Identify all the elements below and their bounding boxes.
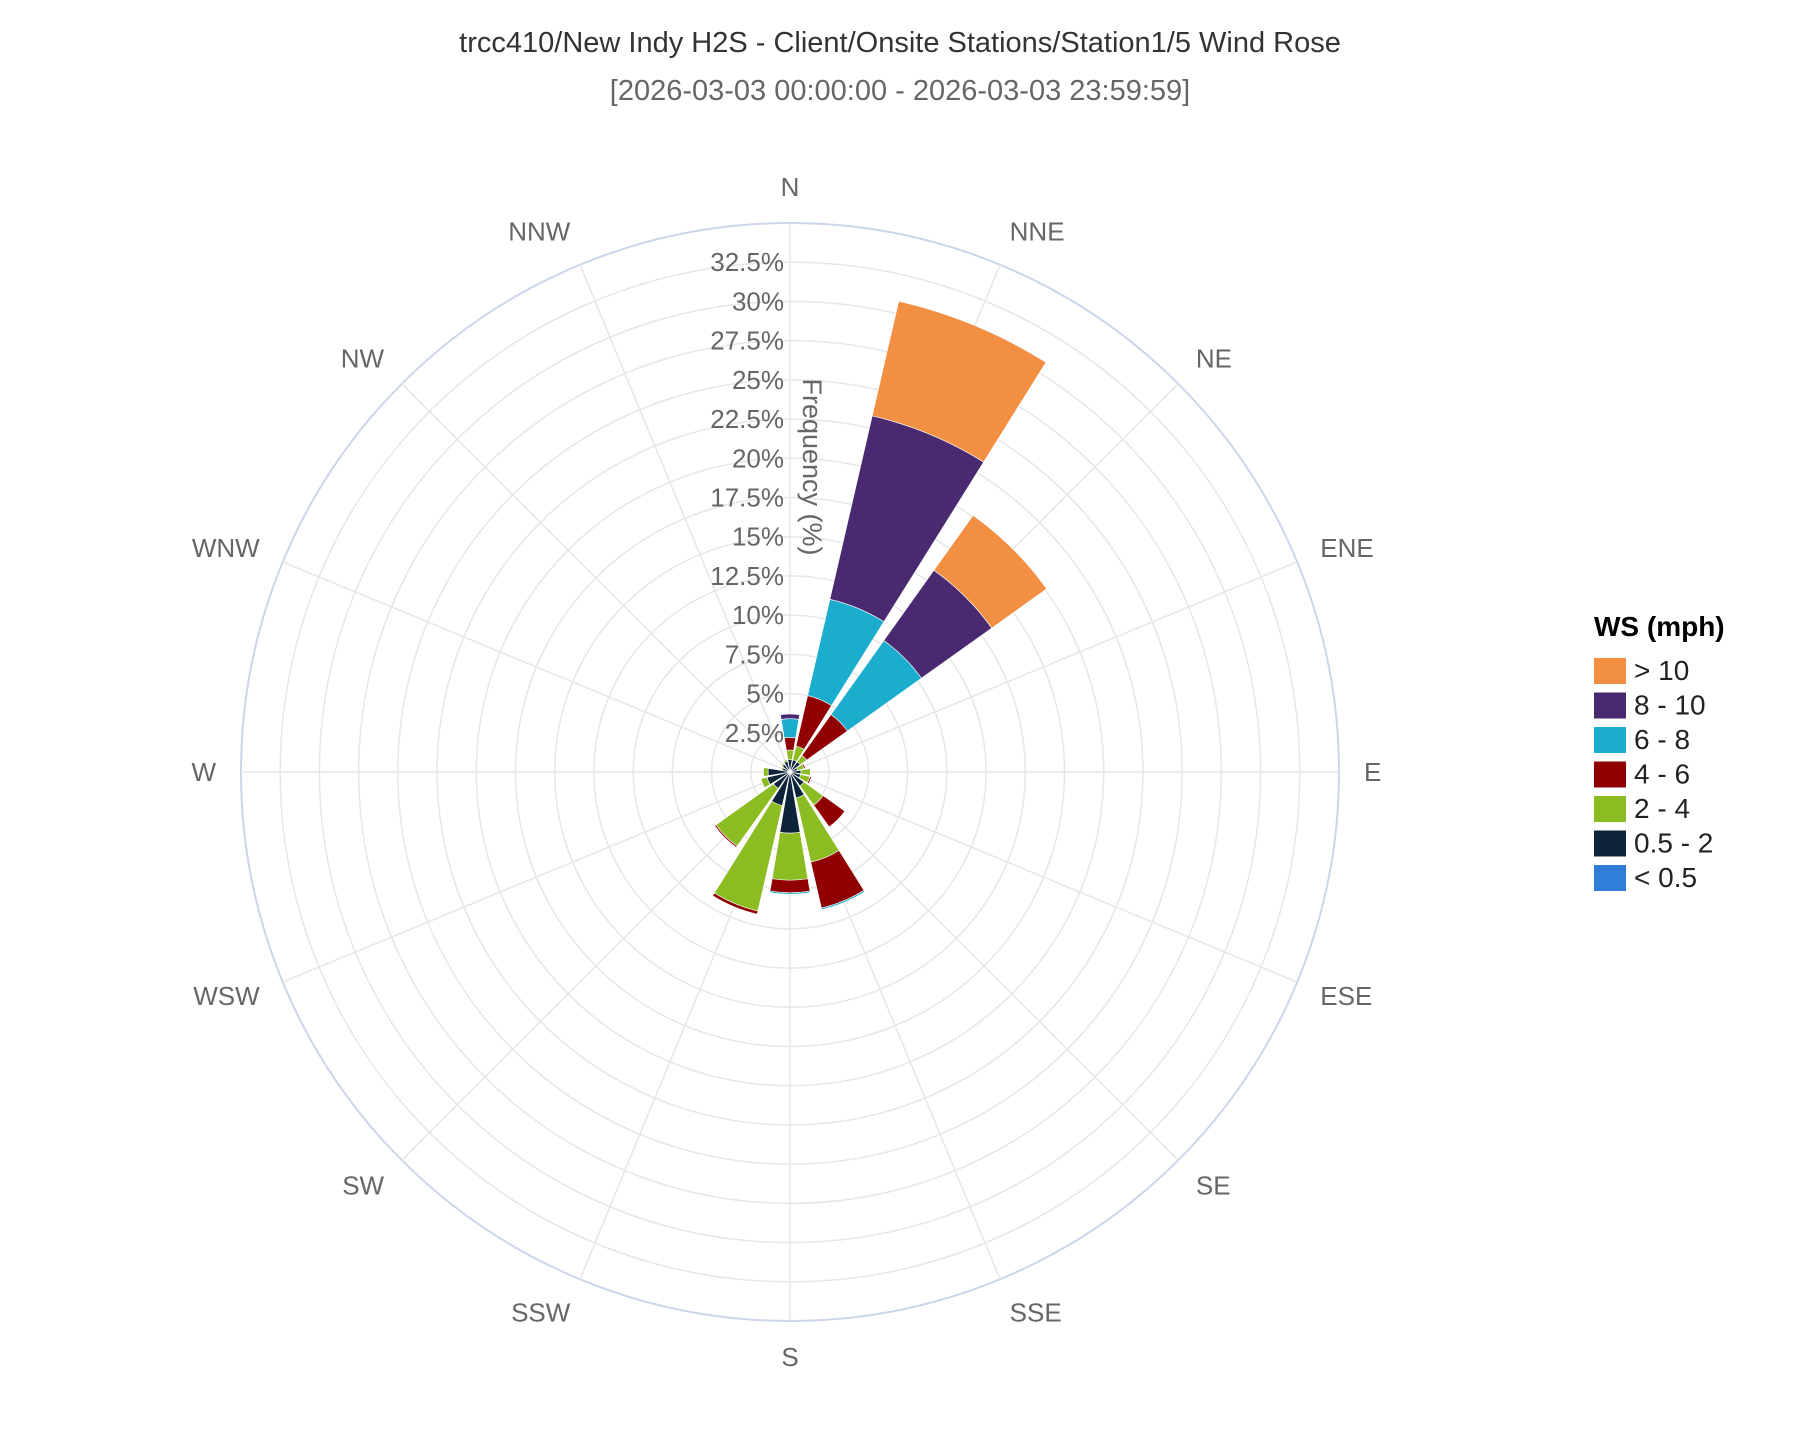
radial-tick-label: 32.5% (710, 247, 784, 277)
chart-title: trcc410/New Indy H2S - Client/Onsite Sta… (459, 27, 1341, 59)
direction-label-ssw: SSW (511, 1297, 571, 1327)
radial-tick-label: 25% (732, 365, 784, 395)
bar-n-8-10 (780, 713, 800, 720)
legend-swatch (1594, 761, 1626, 788)
legend-swatch (1594, 727, 1626, 753)
bar-nw-2-4 (780, 762, 785, 767)
spoke-wsw (282, 771, 791, 983)
radial-tick-label: 5% (746, 679, 784, 709)
legend-label: 6 - 8 (1634, 724, 1690, 755)
bar-wnw-2-4 (780, 766, 784, 771)
bar-sse-6-8 (821, 889, 866, 910)
bar-wsw-2-4 (760, 776, 771, 789)
bar-e-2-4 (800, 768, 811, 776)
legend-item-gt-10[interactable]: > 10 (1594, 655, 1689, 686)
spoke-nnw (579, 264, 791, 773)
direction-label-nw: NW (341, 343, 385, 373)
legend-swatch (1594, 692, 1626, 719)
spoke-ese (789, 771, 1298, 983)
radial-tick-label: 27.5% (710, 326, 784, 356)
bar-nne-gt-10 (871, 300, 1047, 463)
legend: WS (mph) > 10 8 - 106 - 8 4 - 62 - 4 0.5 - 2… (1594, 611, 1725, 893)
direction-label-se: SE (1196, 1171, 1231, 1201)
legend-label: 2 - 4 (1634, 793, 1690, 824)
radial-tick-label: 30% (732, 286, 784, 316)
legend-item-2-4[interactable]: 2 - 4 (1594, 793, 1690, 824)
bar-w-2-4 (763, 767, 769, 777)
legend-swatch (1594, 658, 1626, 684)
radial-tick-label: 20% (732, 443, 784, 473)
legend-swatch (1594, 865, 1626, 891)
legend-label: 8 - 10 (1634, 690, 1706, 721)
bar-ne-gt-10 (933, 514, 1048, 629)
radial-tick-label: 15% (732, 522, 784, 552)
legend-swatch (1594, 796, 1626, 822)
radial-tick-label: 7.5% (725, 639, 784, 669)
radial-tick-label: 10% (732, 600, 784, 630)
direction-label-nne: NNE (1010, 217, 1065, 247)
legend-label: 4 - 6 (1634, 759, 1690, 790)
spoke-wnw (282, 561, 791, 773)
radial-axis-title: Frequency (%) (797, 378, 827, 555)
direction-label-e: E (1364, 757, 1381, 787)
legend-item-6-8[interactable]: 6 - 8 (1594, 724, 1690, 755)
direction-label-s: S (781, 1342, 798, 1372)
bar-nnw-2-4 (782, 759, 788, 764)
direction-label-sse: SSE (1010, 1297, 1062, 1327)
legend-swatch (1594, 830, 1626, 857)
direction-label-nnw: NNW (508, 217, 571, 247)
bar-n-4-6 (783, 737, 797, 751)
radial-tick-label: 22.5% (710, 404, 784, 434)
direction-label-sw: SW (342, 1171, 384, 1201)
legend-item-4-6[interactable]: 4 - 6 (1594, 759, 1690, 790)
spoke-se (789, 771, 1179, 1161)
bar-n-2-4 (786, 749, 794, 760)
chart-subtitle: [2026-03-03 00:00:00 - 2026-03-03 23:59:… (610, 75, 1190, 107)
legend-label: > 10 (1634, 655, 1689, 686)
direction-label-w: W (191, 757, 216, 787)
bar-se-4-6 (813, 795, 846, 828)
legend-item-lt-0-5[interactable]: < 0.5 (1594, 862, 1697, 893)
legend-item-0-5-2[interactable]: 0.5 - 2 (1594, 828, 1713, 859)
spoke-ene (789, 561, 1298, 773)
legend-label: 0.5 - 2 (1634, 828, 1713, 859)
legend-label: < 0.5 (1634, 862, 1697, 893)
direction-label-wsw: WSW (193, 981, 260, 1011)
radial-tick-label: 12.5% (710, 561, 784, 591)
bar-ese-4-6 (806, 776, 812, 785)
direction-label-n: N (781, 172, 800, 202)
bar-s-6-8 (769, 890, 811, 895)
radial-tick-label: 2.5% (725, 718, 784, 748)
wind-bars (712, 300, 1048, 915)
spoke-nw (401, 383, 791, 773)
bar-s-4-6 (769, 878, 811, 894)
radial-tick-label: 17.5% (710, 483, 784, 513)
direction-label-ene: ENE (1320, 533, 1373, 563)
direction-label-ese: ESE (1320, 981, 1372, 1011)
bar-ene-4-6 (801, 763, 806, 770)
direction-label-wnw: WNW (192, 533, 260, 563)
bar-ssw-4-6 (712, 892, 759, 915)
axis-labels: N NNE NE ENE E ESE SE SSE S SSW SW WSW W WNW NW NNW 2.5%… (191, 172, 1381, 1372)
bar-sw-4-6 (714, 824, 738, 848)
legend-title: WS (mph) (1594, 611, 1725, 642)
legend-item-8-10[interactable]: 8 - 10 (1594, 690, 1706, 721)
bar-s-2-4 (771, 831, 809, 881)
direction-label-ne: NE (1196, 343, 1232, 373)
